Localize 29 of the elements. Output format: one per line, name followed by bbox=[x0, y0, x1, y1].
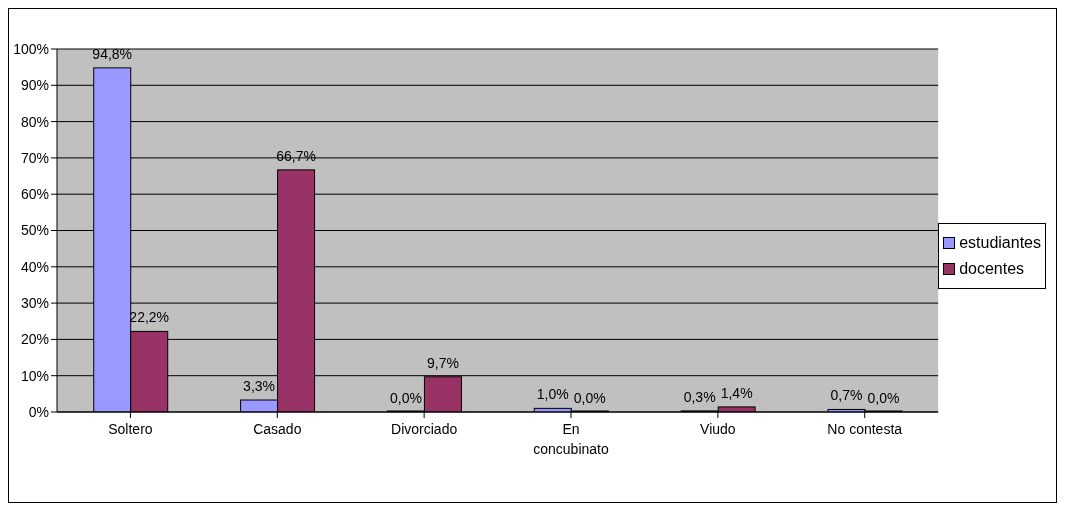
y-tick-label: 40% bbox=[20, 258, 49, 275]
y-tick-label: 100% bbox=[13, 40, 49, 57]
data-label: 3,3% bbox=[243, 378, 276, 395]
data-label: 0,0% bbox=[573, 390, 606, 406]
y-tick-label: 60% bbox=[20, 186, 49, 203]
y-tick-label: 90% bbox=[20, 77, 49, 94]
data-label: 1,0% bbox=[536, 386, 569, 403]
y-tick-label: 20% bbox=[20, 331, 49, 348]
legend-label: estudiantes bbox=[959, 232, 1041, 253]
data-label: 0,0% bbox=[867, 390, 900, 406]
legend-label: docentes bbox=[959, 258, 1025, 279]
y-tick-label: 80% bbox=[20, 113, 49, 130]
x-tick-label: En concubinato bbox=[533, 421, 609, 457]
x-tick-label: Viudo bbox=[700, 421, 736, 437]
data-label: 94,8% bbox=[92, 45, 133, 62]
y-tick-label: 70% bbox=[20, 149, 49, 166]
y-tick-label: 30% bbox=[20, 295, 49, 312]
data-label: 0,0% bbox=[389, 390, 422, 406]
x-tick-label: Soltero bbox=[108, 421, 153, 437]
y-tick-label: 50% bbox=[20, 222, 49, 239]
data-label: 9,7% bbox=[426, 354, 459, 371]
data-label: 1,4% bbox=[720, 384, 753, 401]
y-tick-label: 10% bbox=[20, 367, 49, 384]
data-label: 0,3% bbox=[683, 388, 716, 405]
x-tick-label: Casado bbox=[253, 421, 302, 437]
x-tick-label: No contesta bbox=[827, 421, 903, 437]
y-tick-label: 0% bbox=[28, 403, 49, 420]
x-tick-label: Divorciado bbox=[391, 421, 458, 437]
data-label: 0,7% bbox=[830, 387, 863, 404]
